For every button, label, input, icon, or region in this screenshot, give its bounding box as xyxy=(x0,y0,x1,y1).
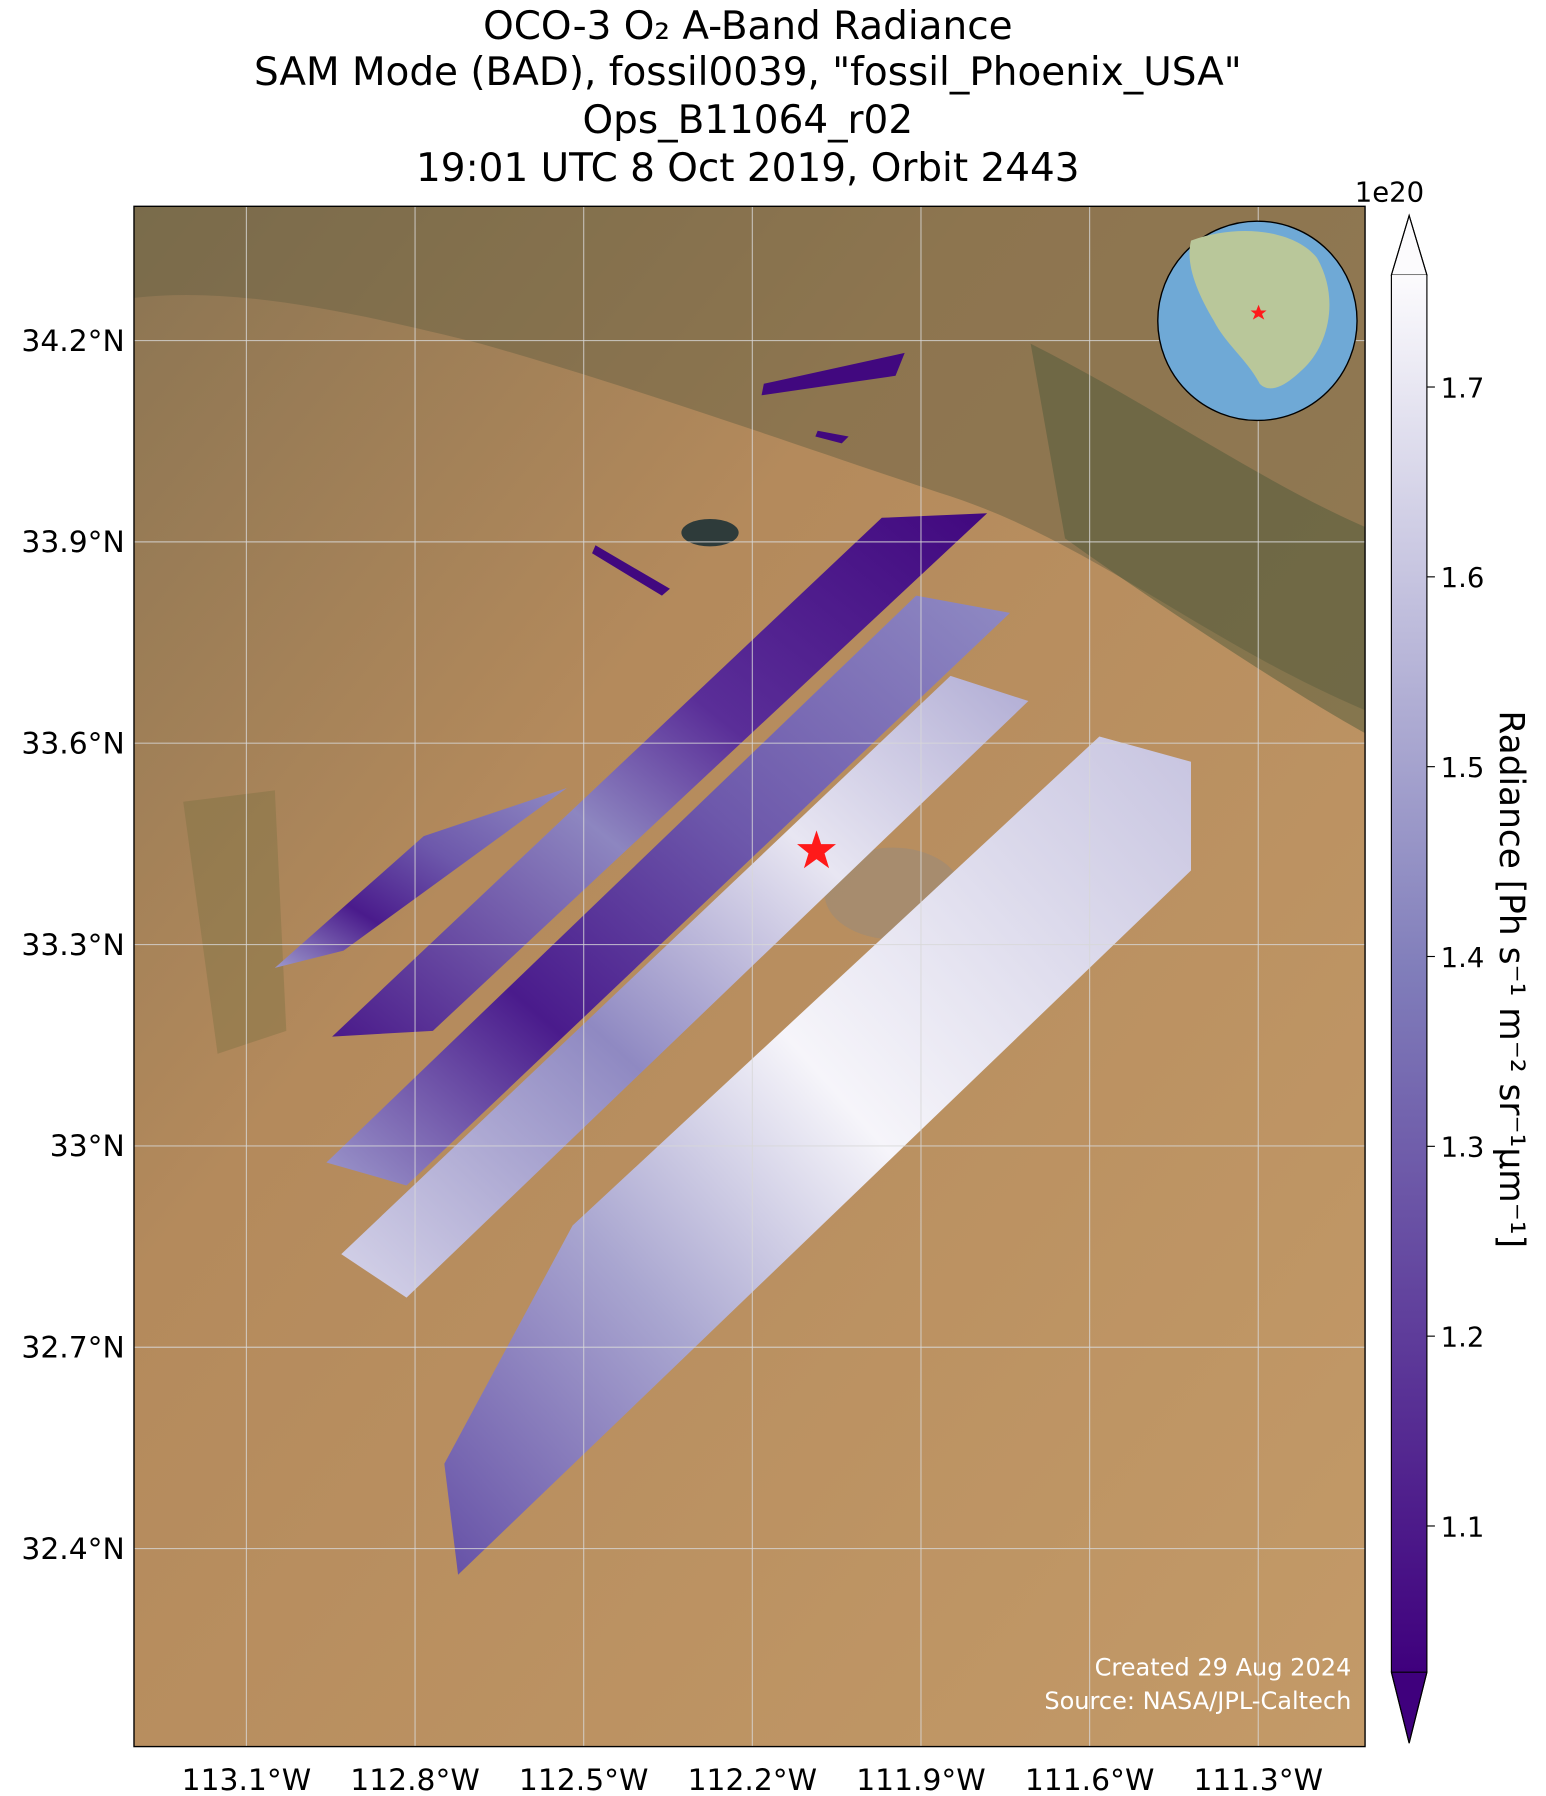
colorbar-tick-label: 1.6 xyxy=(1441,562,1485,594)
title-line: OCO-3 O₂ A-Band Radiance xyxy=(483,4,1012,49)
y-tick-label: 33.3°N xyxy=(21,928,124,963)
swath xyxy=(341,675,1029,1298)
swath xyxy=(592,545,670,596)
colorbar-tick-label: 1.5 xyxy=(1441,752,1485,784)
x-tick-label: 111.9°W xyxy=(856,1763,986,1796)
x-tick-label: 113.1°W xyxy=(182,1763,312,1796)
credits: Created 29 Aug 2024 Source: NASA/JPL-Calt… xyxy=(1044,1654,1351,1715)
colorbar-exponent: 1e20 xyxy=(1355,177,1424,209)
x-tick-label: 111.3°W xyxy=(1193,1763,1323,1796)
colorbar-bar xyxy=(1391,275,1427,1673)
mountains xyxy=(133,206,1366,711)
colorbar-outline xyxy=(1390,213,1428,1744)
lake xyxy=(681,518,739,547)
colorbar-label: Radiance [Ph s⁻¹ m⁻² sr⁻¹μm⁻¹] xyxy=(1491,711,1531,1249)
colorbar: 1.1 1.2 1.3 1.4 1.5 1.6 1.7 1e20 Radiance [Ph s⁻… xyxy=(1355,177,1531,1744)
swath xyxy=(761,352,905,396)
globe-inset xyxy=(1157,220,1358,422)
colorbar-tick-label: 1.2 xyxy=(1441,1321,1485,1353)
swath xyxy=(274,788,567,968)
forest xyxy=(1030,343,1366,734)
y-tick-label: 32.4°N xyxy=(21,1532,124,1567)
y-tick-label: 34.2°N xyxy=(21,324,124,359)
swath xyxy=(444,736,1191,1575)
y-tick-label: 33.9°N xyxy=(21,525,124,560)
colorbar-tick-label: 1.4 xyxy=(1441,942,1485,974)
y-tick-label: 33.6°N xyxy=(21,727,124,762)
credit-line: Created 29 Aug 2024 xyxy=(1095,1654,1352,1682)
y-tick-label: 33°N xyxy=(50,1129,125,1164)
x-tick-label: 112.8°W xyxy=(350,1763,480,1796)
y-tick-label: 32.7°N xyxy=(21,1331,124,1366)
swaths xyxy=(274,352,1191,1575)
x-tick-label: 112.2°W xyxy=(688,1763,818,1796)
farmland xyxy=(183,790,287,1054)
map: Created 29 Aug 2024 Source: NASA/JPL-Calt… xyxy=(133,205,1366,1748)
swath xyxy=(332,513,988,1037)
swath xyxy=(815,430,849,444)
x-tick-label: 111.6°W xyxy=(1025,1763,1155,1796)
grid xyxy=(133,206,1366,1747)
title-line: Ops_B11064_r02 xyxy=(583,98,914,143)
x-tick-label: 112.5°W xyxy=(519,1763,649,1796)
colorbar-tick-label: 1.7 xyxy=(1441,372,1485,404)
title-line: SAM Mode (BAD), fossil0039, "fossil_Phoe… xyxy=(254,50,1242,95)
globe-star xyxy=(1250,304,1267,320)
colorbar-bottom-arrow xyxy=(1390,1671,1428,1744)
target-star xyxy=(797,830,836,869)
colorbar-top-arrow xyxy=(1390,213,1428,276)
colorbar-tick-label: 1.3 xyxy=(1441,1132,1485,1164)
colorbar-tick-label: 1.1 xyxy=(1441,1511,1485,1543)
axis-ticks: 113.1°W 112.8°W 112.5°W 112.2°W 111.9°W 111.6… xyxy=(21,324,1323,1796)
title-line: 19:01 UTC 8 Oct 2019, Orbit 2443 xyxy=(416,146,1080,191)
map-frame xyxy=(133,205,1366,1748)
credit-line: Source: NASA/JPL-Caltech xyxy=(1044,1687,1351,1715)
